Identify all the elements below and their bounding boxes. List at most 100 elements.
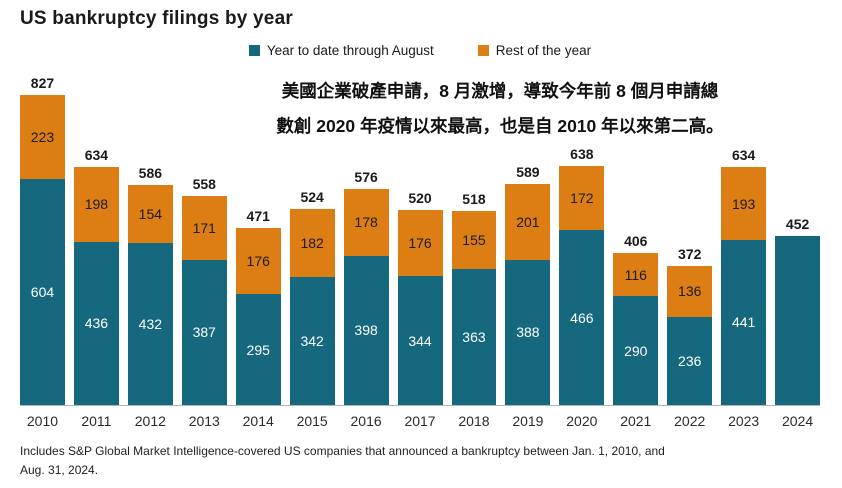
bar-2010: 827 223 604 bbox=[20, 75, 65, 405]
bar-total-label: 452 bbox=[785, 215, 810, 232]
plot-area: 827 223 604 634 198 436 586 154 432 558 171 387 471 1… bbox=[20, 63, 821, 406]
segment-value-label: 171 bbox=[192, 219, 216, 236]
bar-segment-ytd-august: 604 bbox=[20, 178, 65, 405]
segment-value-label: 290 bbox=[624, 342, 648, 359]
legend: Year to date through August Rest of the … bbox=[20, 43, 820, 58]
bar-total-label: 558 bbox=[192, 175, 216, 192]
segment-value-label: 388 bbox=[516, 324, 540, 341]
segment-value-label: 182 bbox=[300, 234, 324, 251]
bar-2011: 634 198 436 bbox=[73, 147, 119, 405]
bar-2024: 452 bbox=[775, 215, 821, 405]
bar-total-label: 406 bbox=[624, 232, 648, 249]
legend-label-ytd: Year to date through August bbox=[266, 43, 434, 58]
bar-total-label: 518 bbox=[462, 190, 486, 207]
segment-value-label: 441 bbox=[731, 314, 756, 331]
segment-value-label: 604 bbox=[30, 283, 55, 300]
segment-value-label: 198 bbox=[84, 196, 109, 213]
bar-2020: 638 172 466 bbox=[559, 146, 605, 405]
segment-value-label: 172 bbox=[570, 190, 594, 207]
bar-segment-ytd-august: 388 bbox=[505, 259, 551, 405]
x-axis-tick-2015: 2015 bbox=[296, 413, 328, 429]
legend-item-rest: Rest of the year bbox=[477, 43, 592, 58]
segment-value-label: 154 bbox=[138, 206, 163, 223]
legend-item-ytd: Year to date through August bbox=[248, 43, 434, 58]
bar-2016: 576 178 398 bbox=[343, 169, 389, 405]
x-axis-tick-2013: 2013 bbox=[188, 413, 220, 429]
segment-value-label: 466 bbox=[570, 309, 594, 326]
x-axis-labels: 2010 2011 2012 2013 2014 2015 2016 2017 2018 2019… bbox=[20, 413, 820, 429]
bar-segment-ytd-august: 295 bbox=[235, 294, 281, 405]
bar-segment-rest-of-year: 172 bbox=[559, 165, 605, 231]
legend-label-rest: Rest of the year bbox=[495, 43, 592, 58]
bar-2023: 634 193 441 bbox=[721, 147, 767, 405]
segment-value-label: 432 bbox=[138, 316, 163, 333]
bar-segment-ytd-august: 387 bbox=[181, 259, 227, 405]
bar-segment-rest-of-year: 193 bbox=[721, 167, 767, 240]
bar-segment-ytd-august: 436 bbox=[73, 241, 119, 405]
segment-value-label: 193 bbox=[731, 195, 756, 212]
segment-value-label: 398 bbox=[354, 322, 378, 339]
legend-swatch-ytd-icon bbox=[248, 45, 260, 56]
x-axis-tick-2021: 2021 bbox=[620, 413, 652, 429]
segment-value-label: 223 bbox=[30, 128, 55, 145]
x-axis-tick-2014: 2014 bbox=[242, 413, 274, 429]
segment-value-label: 436 bbox=[84, 315, 109, 332]
segment-value-label: 344 bbox=[408, 332, 432, 349]
page-title: US bankruptcy filings by year bbox=[20, 8, 293, 29]
bar-segment-ytd-august bbox=[775, 235, 821, 405]
segment-value-label: 178 bbox=[354, 214, 378, 231]
segment-value-label: 116 bbox=[624, 266, 647, 283]
bar-2021: 406 116 290 bbox=[613, 232, 659, 405]
segment-value-label: 363 bbox=[462, 328, 486, 345]
segment-value-label: 387 bbox=[192, 324, 216, 341]
bar-segment-rest-of-year: 171 bbox=[181, 195, 227, 260]
bar-segment-rest-of-year: 223 bbox=[20, 95, 65, 179]
segment-value-label: 176 bbox=[246, 253, 270, 270]
bar-total-label: 634 bbox=[731, 147, 756, 164]
footnote-line-2: Aug. 31, 2024. bbox=[20, 462, 99, 477]
bar-2012: 586 154 432 bbox=[127, 165, 173, 405]
bar-segment-ytd-august: 342 bbox=[289, 276, 335, 405]
bar-total-label: 589 bbox=[516, 164, 540, 181]
bar-total-label: 520 bbox=[408, 190, 432, 207]
bar-2018: 518 155 363 bbox=[451, 190, 497, 405]
bar-segment-rest-of-year: 136 bbox=[667, 265, 713, 317]
bar-segment-rest-of-year: 178 bbox=[343, 189, 389, 256]
bar-2014: 471 176 295 bbox=[235, 208, 281, 405]
x-axis-tick-2022: 2022 bbox=[674, 413, 706, 429]
bar-segment-rest-of-year: 198 bbox=[73, 167, 119, 242]
segment-value-label: 136 bbox=[678, 283, 702, 300]
bar-2017: 520 176 344 bbox=[397, 190, 443, 405]
bar-segment-rest-of-year: 176 bbox=[235, 228, 281, 295]
x-axis-tick-2024: 2024 bbox=[782, 413, 814, 429]
bar-segment-ytd-august: 441 bbox=[721, 239, 767, 405]
bar-2019: 589 201 388 bbox=[505, 164, 551, 405]
bar-2022: 372 136 236 bbox=[667, 245, 713, 405]
bar-segment-rest-of-year: 176 bbox=[397, 210, 443, 277]
bar-segment-rest-of-year: 201 bbox=[505, 184, 551, 260]
x-axis-tick-2020: 2020 bbox=[566, 413, 598, 429]
x-axis-tick-2011: 2011 bbox=[81, 413, 112, 429]
bar-segment-ytd-august: 236 bbox=[667, 316, 713, 405]
bar-segment-rest-of-year: 182 bbox=[289, 208, 335, 277]
x-axis-tick-2016: 2016 bbox=[350, 413, 382, 429]
bar-total-label: 634 bbox=[84, 147, 109, 164]
bar-chart: 美國企業破產申請，8 月激增，導致今年前 8 個月申請總 數創 2020 年疫情… bbox=[20, 63, 821, 429]
bar-segment-rest-of-year: 154 bbox=[127, 185, 173, 244]
segment-value-label: 155 bbox=[462, 231, 486, 248]
segment-value-label: 176 bbox=[408, 235, 432, 252]
bar-segment-rest-of-year: 116 bbox=[613, 252, 659, 297]
footnote: Includes S&P Global Market Intelligence-… bbox=[20, 442, 820, 479]
x-axis-tick-2017: 2017 bbox=[404, 413, 436, 429]
x-axis-tick-2018: 2018 bbox=[458, 413, 490, 429]
bar-segment-ytd-august: 466 bbox=[559, 230, 605, 405]
x-axis-tick-2010: 2010 bbox=[26, 413, 59, 429]
bar-total-label: 471 bbox=[246, 208, 270, 225]
bar-total-label: 586 bbox=[138, 165, 163, 182]
x-axis-tick-2019: 2019 bbox=[512, 413, 544, 429]
footnote-line-1: Includes S&P Global Market Intelligence-… bbox=[20, 444, 665, 458]
bar-segment-ytd-august: 398 bbox=[343, 255, 389, 405]
segment-value-label: 201 bbox=[516, 213, 540, 230]
legend-swatch-rest-icon bbox=[477, 45, 489, 56]
bar-total-label: 372 bbox=[678, 245, 702, 262]
